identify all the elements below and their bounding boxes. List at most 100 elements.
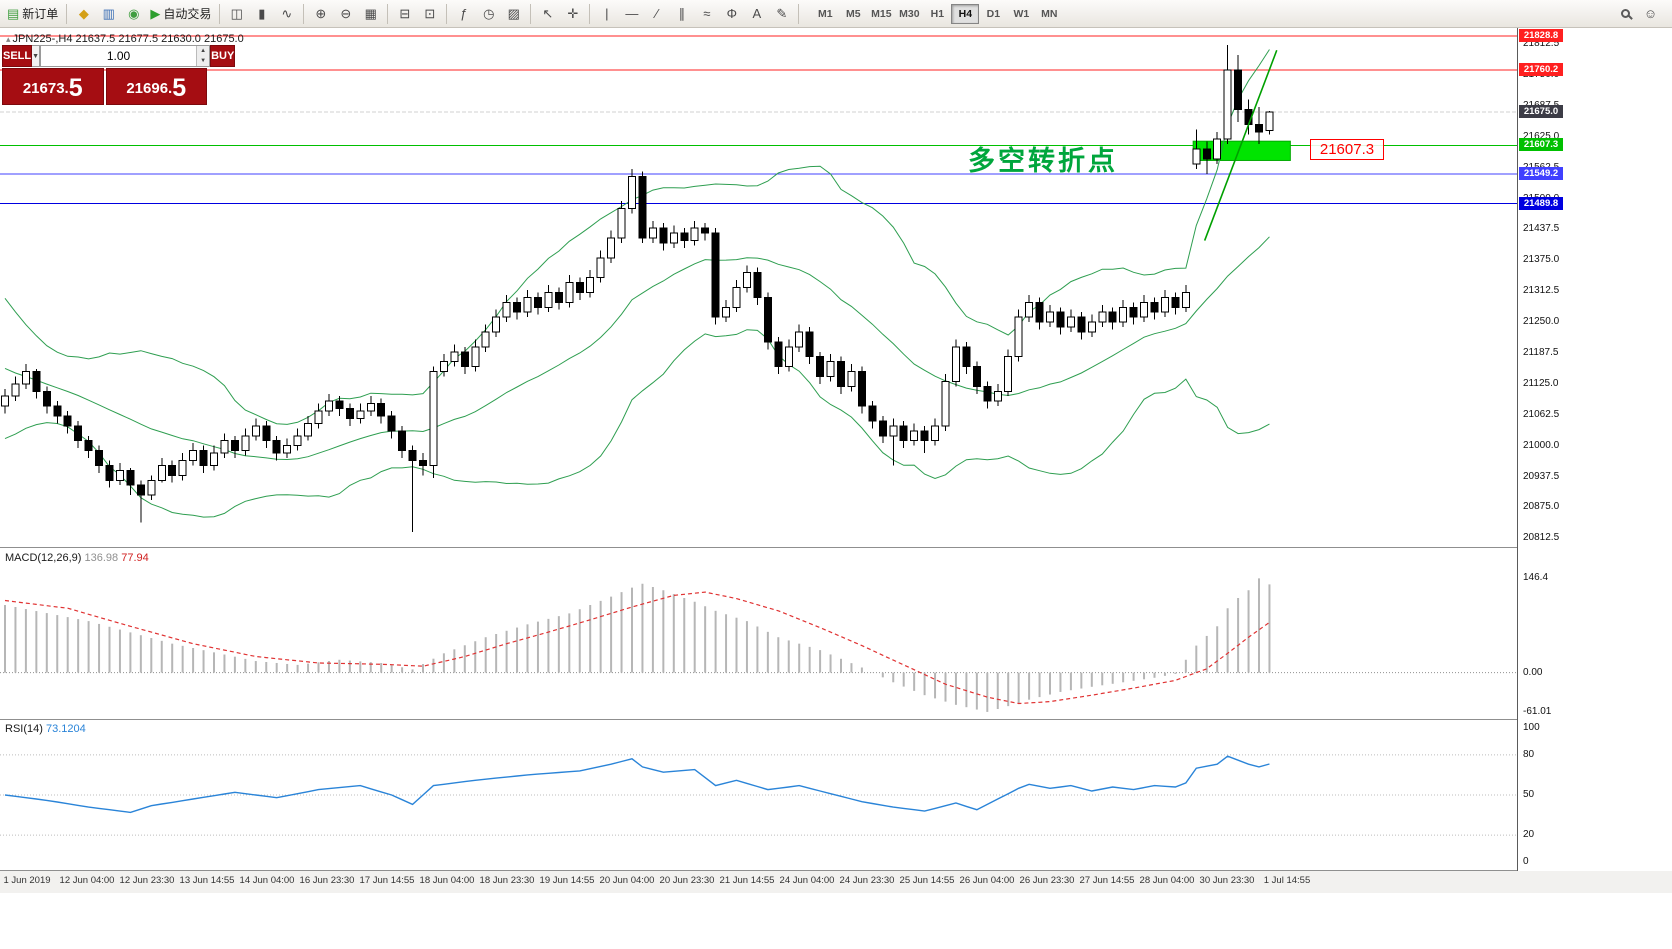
timeframe-mn-button[interactable]: MN [1035,4,1063,24]
rsi-value: 73.1204 [45,723,86,735]
rsi-axis-label: 100 [1523,722,1540,734]
timeframe-bar: M1 M5 M15 M30 H1 H4 D1 W1 MN [811,3,1063,24]
macd-chart[interactable] [0,549,1517,719]
channel-button[interactable]: ∥ [670,3,693,25]
macd-axis-label: -61.01 [1523,705,1552,717]
cursor-button[interactable]: ↖ [536,3,559,25]
profiles-button[interactable]: ▥ [97,3,120,25]
volume-dropdown-button[interactable]: ▼ [32,45,41,67]
time-axis-label: 30 Jun 23:30 [1199,875,1255,886]
autotrading-button[interactable]: ▶ 自动交易 [147,3,214,25]
time-axis-label: 18 Jun 23:30 [479,875,535,886]
trendline-button[interactable]: ∕ [645,3,668,25]
indicators-button[interactable]: ƒ [452,3,475,25]
toolbar-separator [589,3,591,24]
time-axis-label: 1 Jul 14:55 [1263,875,1311,886]
time-axis-label: 17 Jun 14:55 [359,875,415,886]
community-button[interactable]: ☺ [1639,3,1662,25]
timeframe-m1-button[interactable]: M1 [811,4,839,24]
cycle-lines-button[interactable]: ≈ [695,3,718,25]
arrows-button[interactable]: ✎ [770,3,793,25]
zoom-in-button[interactable]: ⊕ [309,3,332,25]
crosshair-button[interactable]: ✛ [561,3,584,25]
macd-name: MACD(12,26,9) [5,552,82,564]
periods-button[interactable]: ◷ [477,3,500,25]
text-button[interactable]: A [745,3,768,25]
horizontal-line-icon: — [625,6,639,21]
toolbar-separator [446,3,448,24]
indicators-icon: ƒ [460,6,468,21]
price-axis-label: 21000.0 [1523,439,1560,451]
price-tag: 21828.8 [1519,29,1563,42]
auto-scroll-button[interactable]: ⊟ [393,3,416,25]
text-icon: A [752,6,762,21]
tile-windows-button[interactable]: ▦ [359,3,382,25]
timeframe-m5-button[interactable]: M5 [839,4,867,24]
timeframe-m30-button[interactable]: M30 [895,4,923,24]
vertical-line-button[interactable]: | [595,3,618,25]
line-chart-icon: ∿ [281,6,293,21]
buy-price-button[interactable]: 21696. 5 [105,68,207,105]
arrows-icon: ✎ [776,6,788,21]
toolbar-separator [798,3,800,24]
time-axis[interactable]: 1 Jun 2019 12 Jun 04:00 12 Jun 23:30 13 Jun… [0,871,1672,893]
price-axis-label: 21187.5 [1523,346,1559,358]
time-axis-label: 16 Jun 23:30 [299,875,355,886]
timeframe-h1-button[interactable]: H1 [923,4,951,24]
volume-decrement-button[interactable]: ▼ [197,56,210,66]
buy-button[interactable]: BUY [210,45,236,67]
bar-chart-button[interactable]: ◫ [225,3,248,25]
data-window-button[interactable]: ◉ [122,3,145,25]
price-axis-label: 21562.5 [1523,162,1559,173]
vertical-line-icon: | [605,6,609,21]
rsi-axis-label: 80 [1523,748,1535,760]
fibonacci-icon: Φ [726,6,738,21]
main-chart[interactable] [0,28,1517,547]
line-chart-button[interactable]: ∿ [275,3,298,25]
rsi-line [4,755,1270,814]
price-axis[interactable]: 21812.521750.021687.521625.021562.521500… [1517,28,1672,871]
price-tag: 21675.0 [1519,105,1563,119]
search-icon [1621,9,1630,18]
volume-stepper: ▲ ▼ [196,46,210,66]
sell-price-button[interactable]: 21673. 5 [2,68,104,105]
toolbar-separator [219,3,221,24]
timeframe-w1-button[interactable]: W1 [1007,4,1035,24]
rsi-chart[interactable] [0,720,1517,870]
fibonacci-button[interactable]: Φ [720,3,743,25]
volume-input[interactable] [41,46,197,66]
new-order-label: 新订单 [22,7,59,21]
toolbar-separator [530,3,532,24]
new-order-button[interactable]: ▤ 新订单 [4,3,61,25]
time-axis-label: 18 Jun 04:00 [419,875,475,886]
bollinger-bands [4,49,1270,518]
trendline-object[interactable] [1203,49,1278,241]
volume-box: ▲ ▼ [40,45,211,67]
cycle-lines-icon: ≈ [703,6,711,21]
timeframe-h4-button[interactable]: H4 [951,3,980,24]
crosshair-icon: ✛ [567,6,579,21]
charts-button[interactable]: ◆ [72,3,95,25]
price-axis-label: 21125.0 [1523,377,1559,389]
templates-button[interactable]: ▨ [502,3,525,25]
candlestick-chart-button[interactable]: ▮ [250,3,273,25]
chart-shift-button[interactable]: ⊡ [418,3,441,25]
time-axis-label: 28 Jun 04:00 [1139,875,1195,886]
price-label-box: 21607.3 [1310,139,1384,160]
search-button[interactable] [1614,3,1637,25]
timeframe-m15-button[interactable]: M15 [867,4,895,24]
time-axis-label: 24 Jun 04:00 [779,875,835,886]
zoom-out-button[interactable]: ⊖ [334,3,357,25]
auto-scroll-icon: ⊟ [399,6,411,21]
time-axis-label: 26 Jun 23:30 [1019,875,1075,886]
time-axis-label: 26 Jun 04:00 [959,875,1015,886]
cursor-icon: ↖ [542,6,554,21]
sell-button[interactable]: SELL [2,45,33,67]
timeframe-d1-button[interactable]: D1 [979,4,1007,24]
buy-price-last-digit: 5 [172,74,187,102]
toolbar-separator [66,3,68,24]
volume-increment-button[interactable]: ▲ [197,46,210,56]
horizontal-line-button[interactable]: — [620,3,643,25]
price-axis-label: 20812.5 [1523,532,1560,544]
